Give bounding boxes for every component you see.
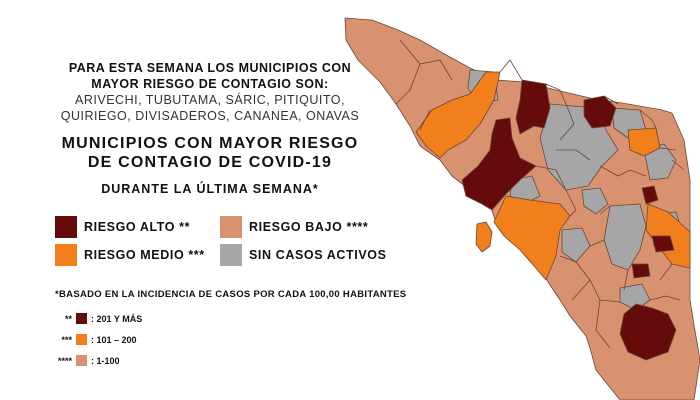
scale-marker: ** xyxy=(64,313,72,324)
intro-line-1: PARA ESTA SEMANA LOS MUNICIPIOS CON xyxy=(68,61,352,75)
municipality-riesgo-alto xyxy=(641,185,659,205)
municipality-riesgo-medio xyxy=(493,195,571,281)
scale-swatch-bajo xyxy=(76,355,87,366)
intro-line-2: MAYOR RIESGO DE CONTAGIO SON: xyxy=(91,77,329,91)
scale-marker: *** xyxy=(61,334,72,345)
subtitle: DURANTE LA ÚLTIMA SEMANA* xyxy=(101,182,319,196)
legend-label-alto: RIESGO ALTO ** xyxy=(84,220,191,234)
footnote: *BASADO EN LA INCIDENCIA DE CASOS POR CA… xyxy=(55,289,407,300)
scale-row-alto: ** : 201 Y MÁS xyxy=(52,312,142,325)
legend-swatch-sin xyxy=(220,244,242,266)
main-title: MUNICIPIOS CON MAYOR RIESGO DE CONTAGIO … xyxy=(30,134,390,172)
incidence-scale: ** : 201 Y MÁS *** : 101 – 200 **** : 1-… xyxy=(52,312,142,375)
text-panel: PARA ESTA SEMANA LOS MUNICIPIOS CON MAYO… xyxy=(30,60,390,196)
legend-swatch-alto xyxy=(55,216,77,238)
municipality-riesgo-alto xyxy=(651,235,675,253)
municipality-riesgo-alto xyxy=(619,303,677,361)
legend-sin-casos: SIN CASOS ACTIVOS xyxy=(220,244,387,266)
municipality-riesgo-alto xyxy=(631,263,651,279)
legend-swatch-medio xyxy=(55,244,77,266)
legend-riesgo-alto: RIESGO ALTO ** xyxy=(55,216,190,238)
scale-label: : 1-100 xyxy=(91,355,120,366)
scale-swatch-alto xyxy=(76,313,87,324)
towns-line-1: ARIVECHI, TUBUTAMA, SÁRIC, PITIQUITO, xyxy=(75,93,345,107)
municipality-sin-casos xyxy=(561,227,591,263)
municipality-riesgo-medio xyxy=(415,71,501,159)
legend-label-sin: SIN CASOS ACTIVOS xyxy=(249,248,387,262)
legend-riesgo-medio: RIESGO MEDIO *** xyxy=(55,244,205,266)
scale-label: : 201 Y MÁS xyxy=(91,313,143,324)
municipality-sin-casos xyxy=(643,143,677,181)
municipality-sin-casos xyxy=(581,187,609,215)
municipality-sin-casos xyxy=(619,283,651,311)
legend-riesgo-bajo: RIESGO BAJO **** xyxy=(220,216,368,238)
legend-label-bajo: RIESGO BAJO **** xyxy=(249,220,369,234)
title-line-2: DE CONTAGIO DE COVID-19 xyxy=(87,154,333,171)
towns-line-2: QUIRIEGO, DIVISADEROS, CANANEA, ONAVAS xyxy=(60,109,360,123)
scale-row-medio: *** : 101 – 200 xyxy=(52,333,142,346)
municipality-riesgo-alto xyxy=(583,95,617,129)
municipality-borders xyxy=(395,39,685,349)
scale-marker: **** xyxy=(57,355,72,366)
municipality-riesgo-alto xyxy=(515,79,551,135)
title-line-1: MUNICIPIOS CON MAYOR RIESGO xyxy=(61,135,359,152)
municipality-riesgo-alto xyxy=(461,117,537,211)
scale-label: : 101 – 200 xyxy=(91,334,137,345)
legend-swatch-bajo xyxy=(220,216,242,238)
legend-label-medio: RIESGO MEDIO *** xyxy=(84,248,205,262)
scale-swatch-medio xyxy=(76,334,87,345)
scale-row-bajo: **** : 1-100 xyxy=(52,354,142,367)
intro-text: PARA ESTA SEMANA LOS MUNICIPIOS CON MAYO… xyxy=(30,60,390,124)
island-municipality xyxy=(475,221,493,253)
municipality-sin-casos xyxy=(603,203,647,271)
municipality-riesgo-medio xyxy=(627,127,661,157)
